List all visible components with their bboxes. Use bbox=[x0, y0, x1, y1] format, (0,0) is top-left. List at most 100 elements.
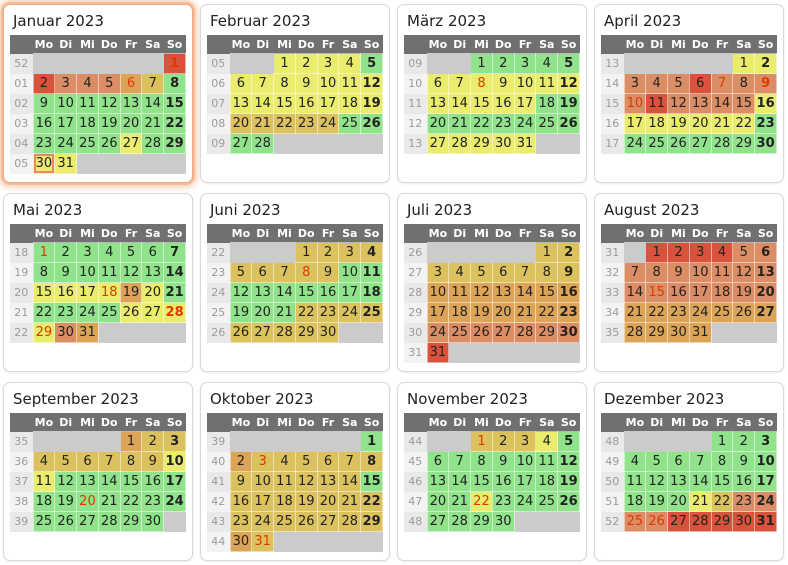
day-cell[interactable]: 10 bbox=[426, 282, 450, 303]
day-cell[interactable]: 30 bbox=[491, 133, 515, 154]
day-cell[interactable]: 21 bbox=[448, 113, 472, 134]
day-cell[interactable]: 26 bbox=[97, 133, 121, 154]
day-cell[interactable]: 2 bbox=[316, 242, 340, 263]
day-cell[interactable]: 10 bbox=[513, 451, 537, 472]
day-cell[interactable]: 27 bbox=[229, 133, 253, 154]
day-cell[interactable]: 26 bbox=[294, 511, 318, 532]
day-cell[interactable]: 3 bbox=[338, 242, 362, 263]
day-cell[interactable]: 10 bbox=[623, 93, 647, 114]
day-cell[interactable]: 14 bbox=[273, 282, 296, 303]
day-cell[interactable]: 1 bbox=[732, 53, 756, 74]
day-cell[interactable]: 13 bbox=[491, 282, 515, 303]
day-cell[interactable]: 21 bbox=[97, 491, 121, 512]
day-cell[interactable]: 11 bbox=[32, 471, 56, 492]
day-cell[interactable]: 29 bbox=[645, 322, 669, 343]
day-cell[interactable]: 24 bbox=[316, 113, 340, 134]
day-cell[interactable]: 26 bbox=[229, 322, 253, 343]
day-cell[interactable]: 16 bbox=[491, 471, 515, 492]
day-cell[interactable]: 12 bbox=[557, 73, 580, 94]
day-cell[interactable]: 27 bbox=[119, 133, 143, 154]
day-cell[interactable]: 28 bbox=[448, 511, 472, 532]
day-cell[interactable]: 1 bbox=[119, 431, 143, 452]
day-cell[interactable]: 27 bbox=[426, 511, 450, 532]
day-cell[interactable]: 29 bbox=[732, 133, 756, 154]
day-cell[interactable]: 15 bbox=[470, 93, 493, 114]
day-cell[interactable]: 11 bbox=[273, 471, 296, 492]
day-cell[interactable]: 23 bbox=[667, 302, 690, 323]
day-cell[interactable]: 16 bbox=[557, 282, 580, 303]
day-cell[interactable]: 6 bbox=[251, 262, 275, 283]
day-cell[interactable]: 3 bbox=[513, 53, 537, 74]
day-cell[interactable]: 21 bbox=[251, 113, 275, 134]
day-cell[interactable]: 14 bbox=[623, 282, 647, 303]
day-cell[interactable]: 9 bbox=[294, 73, 318, 94]
day-cell[interactable]: 13 bbox=[688, 93, 712, 114]
day-cell[interactable]: 19 bbox=[360, 93, 383, 114]
day-cell[interactable]: 20 bbox=[667, 491, 690, 512]
day-cell[interactable]: 6 bbox=[426, 451, 450, 472]
day-cell[interactable]: 25 bbox=[710, 302, 734, 323]
day-cell[interactable]: 22 bbox=[535, 302, 559, 323]
day-cell[interactable]: 19 bbox=[645, 491, 669, 512]
day-cell[interactable]: 7 bbox=[513, 262, 537, 283]
day-cell[interactable]: 3 bbox=[623, 73, 647, 94]
day-cell[interactable]: 14 bbox=[338, 471, 362, 492]
day-cell[interactable]: 5 bbox=[294, 451, 318, 472]
day-cell[interactable]: 18 bbox=[645, 113, 669, 134]
day-cell[interactable]: 17 bbox=[76, 282, 99, 303]
day-cell[interactable]: 18 bbox=[97, 282, 121, 303]
day-cell[interactable]: 22 bbox=[710, 491, 734, 512]
day-cell[interactable]: 26 bbox=[360, 113, 383, 134]
day-cell[interactable]: 14 bbox=[97, 471, 121, 492]
day-cell[interactable]: 6 bbox=[491, 262, 515, 283]
day-cell[interactable]: 31 bbox=[513, 133, 537, 154]
day-cell[interactable]: 11 bbox=[360, 262, 383, 283]
day-cell[interactable]: 22 bbox=[470, 491, 493, 512]
day-cell[interactable]: 2 bbox=[667, 242, 690, 263]
day-cell[interactable]: 21 bbox=[163, 282, 186, 303]
day-cell[interactable]: 11 bbox=[645, 93, 669, 114]
day-cell[interactable]: 3 bbox=[754, 431, 777, 452]
day-cell[interactable]: 31 bbox=[426, 342, 450, 363]
day-cell[interactable]: 26 bbox=[557, 113, 580, 134]
day-cell[interactable]: 15 bbox=[163, 93, 186, 114]
day-cell[interactable]: 21 bbox=[338, 491, 362, 512]
day-cell[interactable]: 11 bbox=[97, 262, 121, 283]
day-cell[interactable]: 6 bbox=[316, 451, 340, 472]
day-cell[interactable]: 17 bbox=[623, 113, 647, 134]
day-cell[interactable]: 2 bbox=[491, 431, 515, 452]
day-cell[interactable]: 12 bbox=[667, 93, 690, 114]
day-cell[interactable]: 14 bbox=[163, 262, 186, 283]
day-cell[interactable]: 9 bbox=[141, 451, 165, 472]
day-cell[interactable]: 22 bbox=[119, 491, 143, 512]
day-cell[interactable]: 20 bbox=[229, 113, 253, 134]
day-cell[interactable]: 16 bbox=[754, 93, 777, 114]
day-cell[interactable]: 16 bbox=[491, 93, 515, 114]
day-cell[interactable]: 7 bbox=[251, 73, 275, 94]
day-cell[interactable]: 25 bbox=[97, 302, 121, 323]
day-cell[interactable]: 25 bbox=[360, 302, 383, 323]
day-cell[interactable]: 27 bbox=[251, 322, 275, 343]
day-cell[interactable]: 15 bbox=[294, 282, 318, 303]
day-cell[interactable]: 29 bbox=[32, 322, 56, 343]
day-cell[interactable]: 5 bbox=[557, 53, 580, 74]
day-cell[interactable]: 28 bbox=[513, 322, 537, 343]
day-cell[interactable]: 19 bbox=[294, 491, 318, 512]
day-cell[interactable]: 23 bbox=[54, 302, 78, 323]
day-cell[interactable]: 12 bbox=[97, 93, 121, 114]
day-cell[interactable]: 9 bbox=[229, 471, 253, 492]
day-cell[interactable]: 3 bbox=[688, 242, 712, 263]
day-cell[interactable]: 16 bbox=[294, 93, 318, 114]
day-cell[interactable]: 2 bbox=[491, 53, 515, 74]
day-cell[interactable]: 27 bbox=[491, 322, 515, 343]
day-cell[interactable]: 19 bbox=[667, 113, 690, 134]
day-cell[interactable]: 11 bbox=[710, 262, 734, 283]
day-cell[interactable]: 13 bbox=[316, 471, 340, 492]
day-cell[interactable]: 28 bbox=[251, 133, 275, 154]
day-cell[interactable]: 25 bbox=[338, 113, 362, 134]
day-cell[interactable]: 16 bbox=[229, 491, 253, 512]
day-cell[interactable]: 23 bbox=[229, 511, 253, 532]
day-cell[interactable]: 9 bbox=[54, 262, 78, 283]
day-cell[interactable]: 24 bbox=[513, 113, 537, 134]
day-cell[interactable]: 12 bbox=[119, 262, 143, 283]
